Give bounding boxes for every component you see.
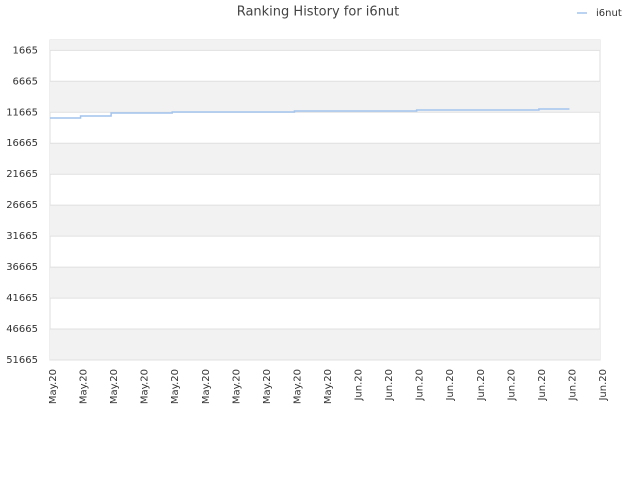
x-tick-label: May.20 <box>109 369 120 404</box>
x-tick-label: May.20 <box>262 369 273 404</box>
y-tick-label: 36665 <box>6 262 38 273</box>
x-tick-label: Jun.20 <box>567 369 578 402</box>
x-tick-label: Jun.20 <box>354 369 365 402</box>
y-tick-label: 1665 <box>13 45 38 56</box>
x-tick-label: May.20 <box>48 369 59 404</box>
x-tick-label: May.20 <box>140 369 151 404</box>
grid-band <box>50 205 600 237</box>
grid-band <box>50 267 600 299</box>
x-tick-label: May.20 <box>323 369 334 404</box>
x-tick-label: May.20 <box>231 369 242 404</box>
x-tick-label: Jun.20 <box>537 369 548 402</box>
series-line <box>50 108 570 119</box>
x-tick-label: May.20 <box>292 369 303 404</box>
x-tick-label: May.20 <box>170 369 181 404</box>
grid-band <box>50 143 600 175</box>
y-tick-label: 41665 <box>6 293 38 304</box>
y-tick-label: 51665 <box>6 355 38 366</box>
x-tick-label: Jun.20 <box>506 369 517 402</box>
y-tick-label: 31665 <box>6 231 38 242</box>
y-tick-label: 16665 <box>6 138 38 149</box>
legend-label: i6nut <box>596 8 622 19</box>
y-tick-label: 26665 <box>6 200 38 211</box>
x-tick-label: May.20 <box>201 369 212 404</box>
chart-title: Ranking History for i6nut <box>237 5 400 20</box>
x-tick-label: May.20 <box>79 369 90 404</box>
x-tick-label: Jun.20 <box>445 369 456 402</box>
x-tick-label: Jun.20 <box>415 369 426 402</box>
y-tick-label: 21665 <box>6 169 38 180</box>
y-tick-label: 6665 <box>13 76 38 87</box>
x-tick-label: Jun.20 <box>384 369 395 402</box>
y-tick-label: 11665 <box>6 107 38 118</box>
grid-band <box>50 40 600 51</box>
grid-band <box>50 81 600 113</box>
y-tick-label: 46665 <box>6 324 38 335</box>
x-tick-label: Jun.20 <box>598 369 609 402</box>
x-tick-label: Jun.20 <box>476 369 487 402</box>
grid-band <box>50 329 600 360</box>
